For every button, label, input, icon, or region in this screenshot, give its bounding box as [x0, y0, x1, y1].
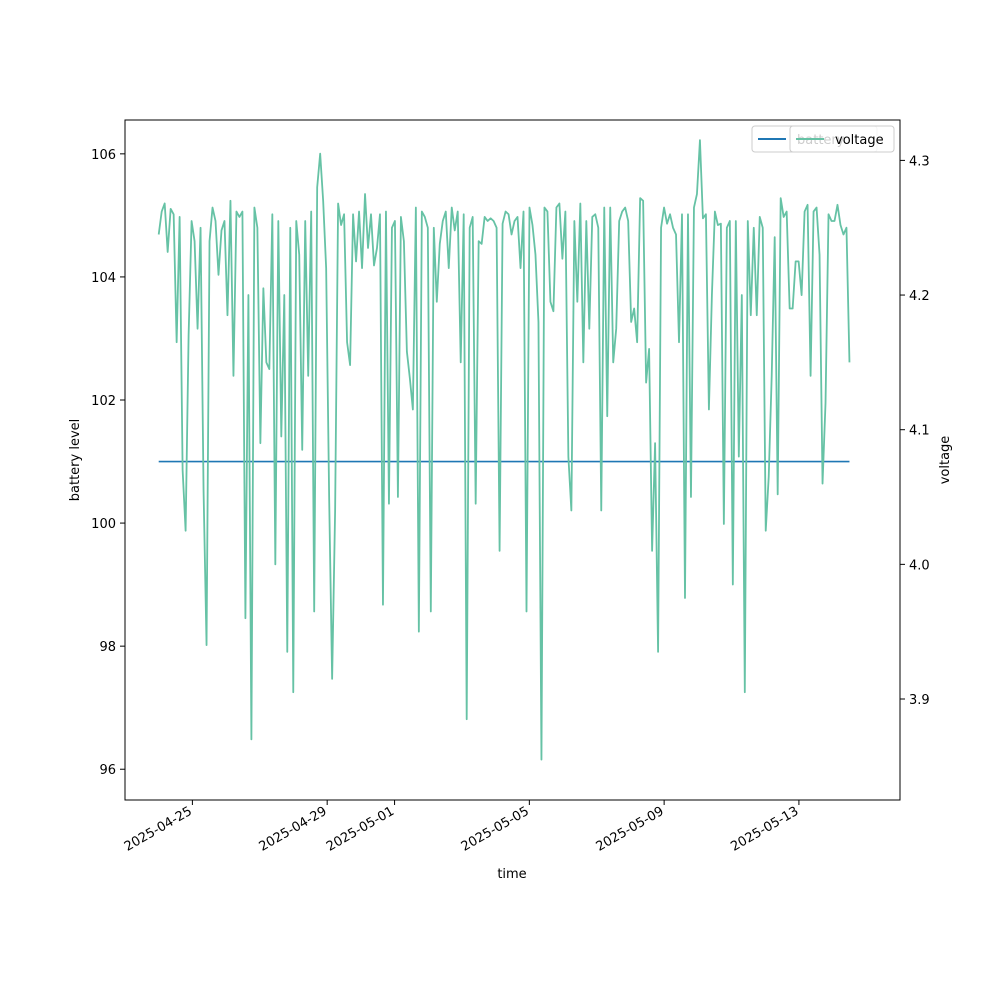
axes-frame	[124, 119, 901, 801]
left-y-axis: 96 98 100 102 104 106	[91, 148, 125, 778]
y2-tick-label: 3.9	[909, 693, 930, 708]
y2-tick-label: 4.0	[909, 558, 930, 573]
plot-area	[157, 139, 851, 761]
y-tick-label: 104	[91, 271, 116, 286]
y2-tick-label: 4.1	[909, 424, 930, 439]
y-tick-label: 96	[99, 763, 116, 778]
y-tick-label: 100	[91, 517, 116, 532]
x-tick-label: 2025-05-01	[324, 804, 397, 855]
y2-axis-label: voltage	[938, 436, 953, 485]
x-tick-label: 2025-04-29	[257, 804, 330, 855]
y-tick-label: 102	[91, 394, 116, 409]
series-line-voltage	[157, 139, 851, 761]
legend-voltage-box	[789, 125, 895, 153]
right-y-axis: 3.9 4.0 4.1 4.2 4.3	[900, 154, 930, 708]
y2-tick-label: 4.2	[909, 289, 930, 304]
x-tick-label: 2025-05-05	[459, 804, 532, 855]
x-tick-label: 2025-04-25	[122, 804, 195, 855]
legend-voltage-label: voltage	[835, 133, 884, 148]
x-axis-label: time	[497, 867, 526, 882]
x-tick-label: 2025-05-09	[594, 804, 667, 855]
y2-tick-label: 4.3	[909, 154, 930, 169]
y-tick-label: 106	[91, 148, 116, 163]
y-axis-label: battery level	[68, 419, 83, 502]
x-tick-label: 2025-05-13	[728, 804, 801, 855]
y-tick-label: 98	[99, 640, 116, 655]
legend-voltage: voltage	[789, 125, 895, 153]
